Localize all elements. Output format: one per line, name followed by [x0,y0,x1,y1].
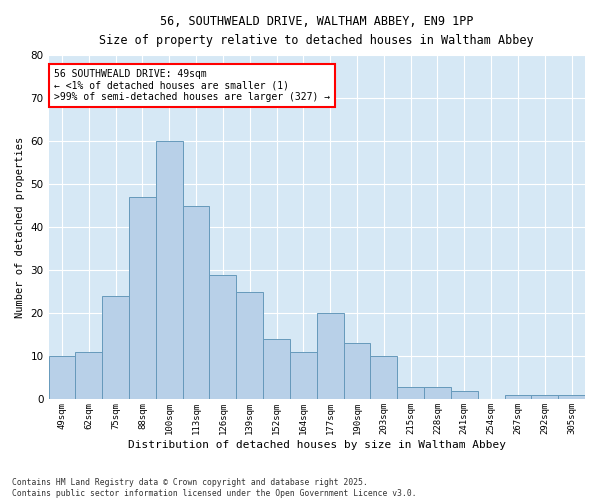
Bar [558,395,585,400]
Bar [236,292,263,400]
Bar [129,197,156,400]
Bar [49,356,76,400]
Bar [102,296,129,400]
Bar [370,356,397,400]
Bar [317,314,344,400]
Bar [290,352,317,400]
Bar [505,395,532,400]
Bar [76,352,102,400]
Bar [424,386,451,400]
Bar [532,395,558,400]
Bar [344,344,370,400]
X-axis label: Distribution of detached houses by size in Waltham Abbey: Distribution of detached houses by size … [128,440,506,450]
Bar [397,386,424,400]
Bar [263,339,290,400]
Text: 56 SOUTHWEALD DRIVE: 49sqm
← <1% of detached houses are smaller (1)
>99% of semi: 56 SOUTHWEALD DRIVE: 49sqm ← <1% of deta… [54,69,330,102]
Bar [451,391,478,400]
Bar [209,274,236,400]
Bar [156,141,182,400]
Title: 56, SOUTHWEALD DRIVE, WALTHAM ABBEY, EN9 1PP
Size of property relative to detach: 56, SOUTHWEALD DRIVE, WALTHAM ABBEY, EN9… [100,15,534,47]
Bar [182,206,209,400]
Y-axis label: Number of detached properties: Number of detached properties [15,136,25,318]
Text: Contains HM Land Registry data © Crown copyright and database right 2025.
Contai: Contains HM Land Registry data © Crown c… [12,478,416,498]
